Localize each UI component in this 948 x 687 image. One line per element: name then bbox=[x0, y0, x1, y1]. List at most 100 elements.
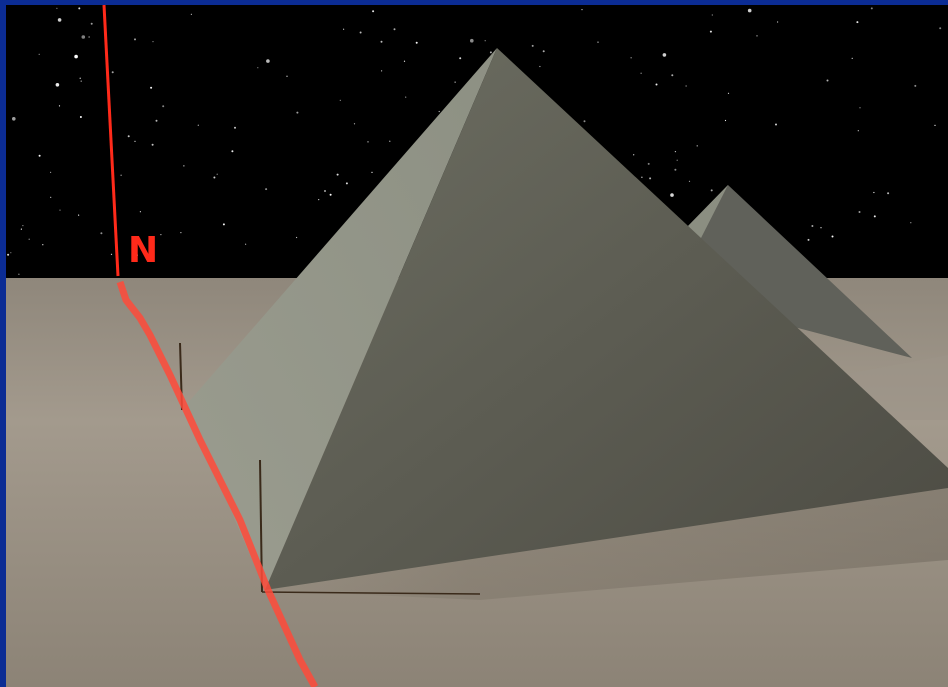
star bbox=[630, 57, 632, 59]
star bbox=[647, 162, 650, 165]
star bbox=[831, 235, 834, 238]
star bbox=[79, 116, 82, 118]
star bbox=[50, 171, 52, 173]
star bbox=[747, 8, 752, 13]
star bbox=[359, 31, 362, 34]
star bbox=[80, 80, 82, 82]
star bbox=[870, 7, 873, 10]
star bbox=[139, 211, 141, 213]
star bbox=[775, 123, 777, 126]
star bbox=[856, 21, 859, 24]
star bbox=[857, 130, 859, 132]
star bbox=[20, 228, 22, 230]
star bbox=[180, 232, 182, 234]
star bbox=[727, 92, 730, 94]
star bbox=[597, 41, 599, 43]
star bbox=[329, 193, 332, 196]
star bbox=[266, 59, 270, 63]
star bbox=[152, 41, 154, 43]
star bbox=[10, 252, 12, 254]
star bbox=[257, 67, 259, 69]
star bbox=[74, 54, 78, 59]
star bbox=[709, 30, 712, 33]
star bbox=[296, 236, 298, 239]
star bbox=[213, 176, 216, 179]
star bbox=[222, 223, 225, 226]
star bbox=[78, 214, 80, 216]
star bbox=[136, 254, 138, 256]
star bbox=[470, 38, 474, 43]
star bbox=[216, 173, 218, 175]
star bbox=[826, 79, 829, 82]
star bbox=[393, 28, 396, 31]
star bbox=[662, 53, 667, 57]
star bbox=[12, 117, 16, 121]
star bbox=[42, 244, 44, 246]
star bbox=[78, 7, 81, 10]
star bbox=[372, 10, 375, 13]
pyramid-lit-face bbox=[186, 48, 497, 590]
star bbox=[934, 124, 936, 126]
star bbox=[724, 119, 727, 122]
star bbox=[353, 123, 356, 125]
star bbox=[851, 57, 853, 60]
meridian-line-sky bbox=[102, 4, 120, 277]
star bbox=[811, 225, 814, 227]
star bbox=[873, 215, 876, 218]
star bbox=[914, 84, 917, 87]
star bbox=[151, 143, 154, 146]
star bbox=[134, 140, 136, 142]
star bbox=[380, 40, 383, 43]
star bbox=[79, 77, 81, 79]
main-pyramid bbox=[186, 48, 948, 590]
star bbox=[859, 107, 861, 109]
star bbox=[58, 105, 61, 107]
star bbox=[127, 135, 130, 138]
star bbox=[55, 83, 60, 87]
star bbox=[542, 50, 545, 53]
star bbox=[807, 238, 810, 241]
star bbox=[676, 159, 678, 161]
star bbox=[539, 65, 541, 68]
star bbox=[674, 151, 677, 153]
star bbox=[197, 124, 199, 126]
star bbox=[18, 273, 20, 275]
star bbox=[38, 154, 41, 157]
star bbox=[367, 141, 369, 143]
star bbox=[887, 192, 890, 195]
star bbox=[28, 238, 30, 240]
star bbox=[696, 145, 698, 147]
star bbox=[296, 111, 299, 114]
star bbox=[150, 86, 153, 89]
star bbox=[711, 14, 713, 16]
star bbox=[7, 253, 10, 256]
star bbox=[405, 96, 407, 98]
star bbox=[381, 70, 383, 72]
star bbox=[756, 35, 758, 37]
star bbox=[710, 189, 713, 192]
star bbox=[38, 53, 40, 55]
star bbox=[873, 191, 875, 194]
star bbox=[640, 72, 642, 74]
star bbox=[111, 71, 114, 74]
star bbox=[484, 40, 486, 42]
star bbox=[910, 222, 912, 224]
star bbox=[234, 126, 236, 129]
star bbox=[671, 74, 674, 77]
star bbox=[190, 13, 192, 15]
star bbox=[324, 190, 326, 192]
star bbox=[688, 180, 691, 182]
star bbox=[858, 211, 861, 213]
star bbox=[265, 188, 268, 191]
star bbox=[81, 35, 86, 39]
star bbox=[777, 21, 779, 23]
star bbox=[454, 81, 456, 83]
pyramid-shaded-face bbox=[265, 48, 948, 590]
star bbox=[939, 27, 942, 30]
star bbox=[231, 150, 234, 153]
star bbox=[134, 38, 136, 41]
star bbox=[459, 57, 462, 60]
star bbox=[438, 110, 440, 113]
